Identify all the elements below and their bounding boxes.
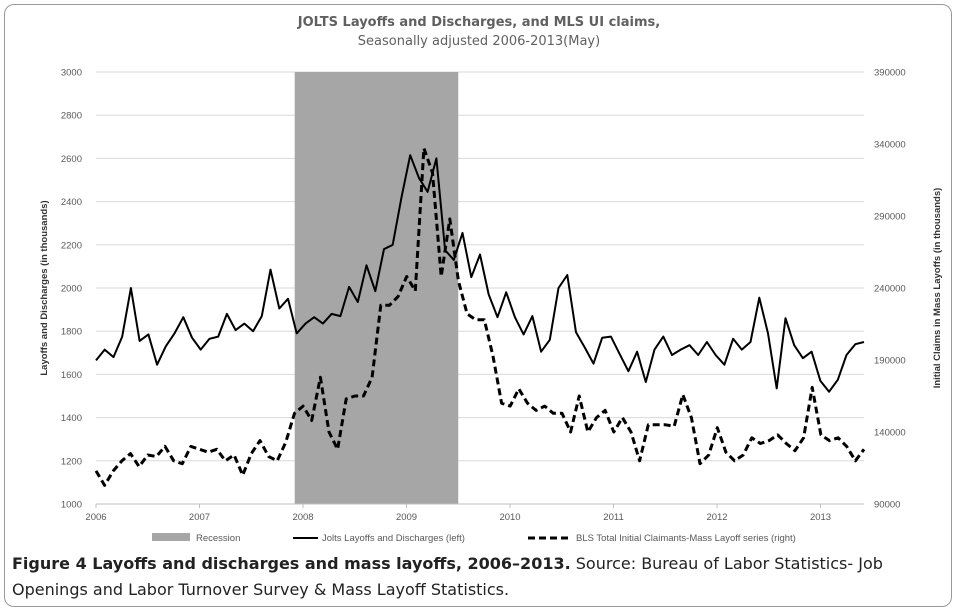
legend-label-jolts: Jolts Layoffs and Discharges (left)	[322, 533, 465, 544]
x-tick-label: 2008	[292, 512, 313, 523]
caption-label: Figure 4 Layoffs and discharges and mass…	[12, 554, 571, 573]
axes: 1000 1200 1400 1600 1800 2000 2200 2400 2600 2800…	[61, 68, 906, 524]
gridlines	[96, 71, 864, 505]
chart-canvas: 1000 1200 1400 1600 1800 2000 2200 2400 2600 2800…	[39, 68, 943, 545]
chart-subtitle: Seasonally adjusted 2006-2013(May)	[357, 34, 601, 49]
x-tick-label: 2007	[189, 512, 210, 523]
x-tick-label: 2009	[396, 512, 417, 523]
y-tick-right: 140000	[874, 428, 906, 439]
y-axis-left-label: Layoffs and Discharges (in thousands)	[39, 200, 50, 375]
chart-title: JOLTS Layoffs and Discharges, and MLS UI…	[297, 15, 661, 30]
figure-frame: JOLTS Layoffs and Discharges, and MLS UI…	[4, 4, 952, 607]
y-tick-left: 1000	[61, 500, 82, 511]
series-line-jolts-layoffs	[95, 154, 865, 393]
y-tick-left: 1600	[61, 370, 82, 381]
caption-text: Source: Bureau of Labor Statistics- Job …	[12, 554, 883, 599]
legend-label-mass-layoff: BLS Total Initial Claimants-Mass Layoff …	[576, 533, 796, 544]
y-tick-left: 3000	[61, 68, 82, 79]
y-tick-left: 1400	[61, 413, 82, 424]
y-tick-left: 2600	[61, 154, 82, 165]
x-tick-label: 2006	[85, 512, 106, 523]
y-tick-right: 340000	[874, 140, 906, 151]
y-axis-right-label: Initial Claims in Mass Layoffs (in thous…	[932, 188, 943, 389]
y-tick-left: 2400	[61, 197, 82, 208]
y-tick-left: 2800	[61, 111, 82, 122]
y-tick-right: 290000	[874, 212, 906, 223]
x-tick-label: 2012	[706, 512, 727, 523]
legend-swatch-recession	[152, 533, 190, 541]
series-lines	[94, 146, 866, 487]
figure-caption: Figure 4 Layoffs and discharges and mass…	[12, 551, 937, 603]
y-tick-right: 240000	[874, 284, 906, 295]
series-line-mass-layoff-claims	[94, 146, 866, 487]
y-tick-left: 1800	[61, 327, 82, 338]
y-tick-left: 2000	[61, 284, 82, 295]
y-tick-right: 190000	[874, 356, 906, 367]
y-tick-left: 2200	[61, 240, 82, 251]
x-tick-label: 2013	[810, 512, 831, 523]
y-tick-right: 90000	[874, 500, 900, 511]
y-tick-right: 390000	[874, 68, 906, 79]
y-tick-left: 1200	[61, 456, 82, 467]
x-tick-label: 2011	[603, 512, 623, 523]
legend-label-recession: Recession	[196, 533, 240, 544]
legend: Recession Jolts Layoffs and Discharges (l…	[152, 533, 796, 544]
x-tick-label: 2010	[499, 512, 520, 523]
